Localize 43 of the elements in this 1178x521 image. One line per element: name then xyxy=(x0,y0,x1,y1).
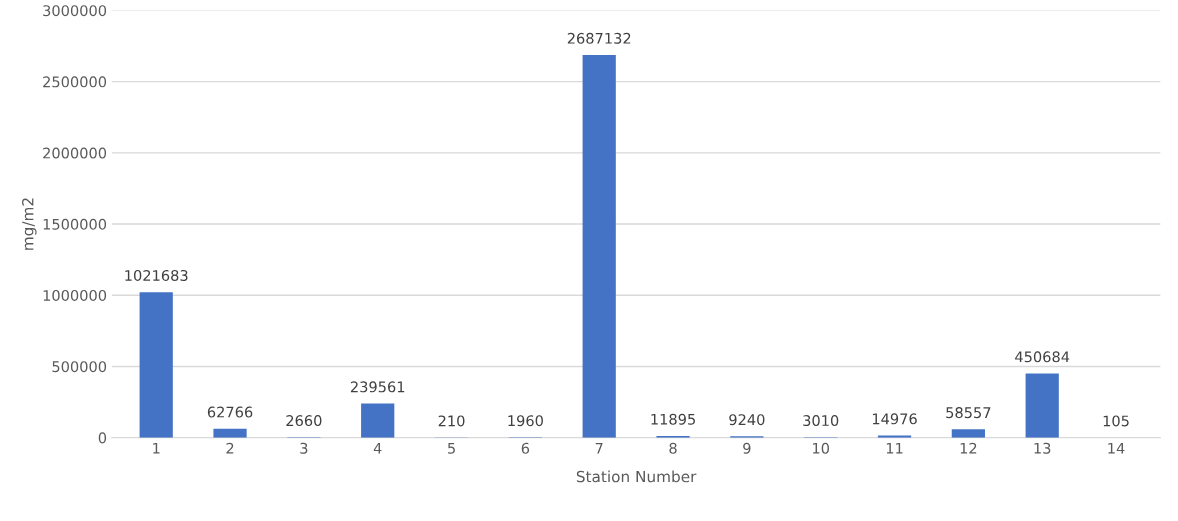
bar xyxy=(213,428,247,438)
data-label: 58557 xyxy=(946,407,991,419)
x-tick-label: 9 xyxy=(743,442,751,454)
bar xyxy=(951,429,985,438)
x-tick-label: 2 xyxy=(226,442,234,454)
bar xyxy=(139,292,173,438)
x-tick-label: 7 xyxy=(595,442,603,454)
data-label: 2687132 xyxy=(567,32,631,44)
data-label: 2660 xyxy=(286,415,322,427)
data-label: 14976 xyxy=(872,413,917,425)
data-label: 9240 xyxy=(729,414,765,426)
x-tick-label: 5 xyxy=(448,442,455,454)
data-label: 210 xyxy=(438,415,465,427)
data-label: 3010 xyxy=(803,415,839,427)
y-tick-label: 500000 xyxy=(52,361,107,373)
bar xyxy=(582,54,616,438)
x-tick-label: 12 xyxy=(960,442,977,454)
y-tick-label: 0 xyxy=(98,432,107,444)
x-tick-label: 1 xyxy=(153,442,160,454)
x-tick-label: 11 xyxy=(886,442,903,454)
data-label: 105 xyxy=(1103,415,1129,427)
x-tick-label: 14 xyxy=(1108,442,1125,454)
y-tick-label: 1000000 xyxy=(43,289,107,301)
x-tick-label: 3 xyxy=(300,442,308,454)
data-label: 1021683 xyxy=(125,269,188,281)
data-label: 62766 xyxy=(207,406,253,418)
x-tick-label: 6 xyxy=(521,442,530,454)
y-tick-label: 3000000 xyxy=(43,5,107,17)
x-tick-label: 4 xyxy=(373,442,382,454)
y-tick-label: 1500000 xyxy=(43,218,107,230)
bar xyxy=(361,403,395,438)
x-tick-label: 10 xyxy=(813,442,830,454)
x-axis-title: Station Number xyxy=(576,470,697,483)
data-label: 239561 xyxy=(350,381,405,393)
data-label: 450684 xyxy=(1015,351,1070,363)
x-tick-label: 8 xyxy=(669,442,677,454)
data-label: 11895 xyxy=(651,413,695,425)
bar xyxy=(1025,373,1059,438)
y-tick-label: 2000000 xyxy=(43,147,107,159)
data-label: 1960 xyxy=(508,415,543,427)
y-axis-title: mg/m2 xyxy=(22,198,37,250)
y-tick-label: 2500000 xyxy=(43,76,107,88)
x-tick-label: 13 xyxy=(1034,442,1051,454)
